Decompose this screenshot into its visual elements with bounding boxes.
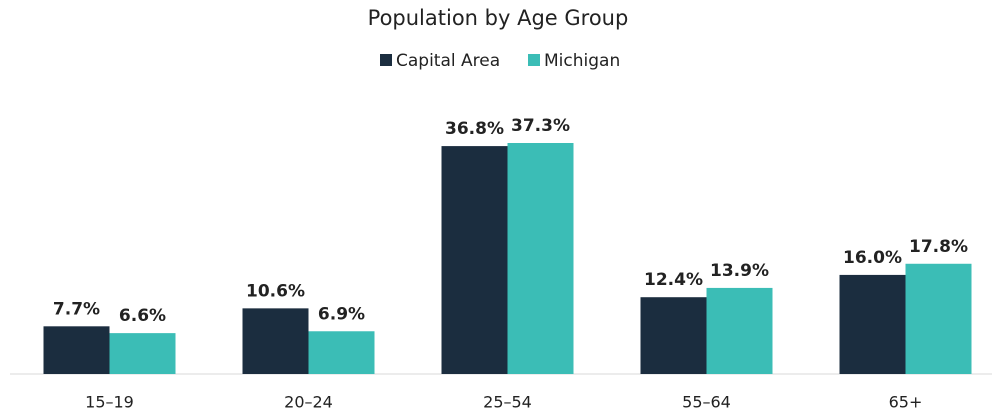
bar (507, 143, 574, 374)
x-tick-label: 15–19 (85, 393, 134, 412)
bar (706, 287, 773, 374)
bar (109, 333, 176, 374)
x-tick-label: 20–24 (284, 393, 333, 412)
bar (441, 146, 508, 374)
value-label: 6.9% (318, 304, 365, 324)
bar (242, 308, 309, 374)
bar (308, 331, 375, 374)
legend-label: Michigan (544, 51, 620, 71)
bar (839, 274, 906, 374)
value-label: 10.6% (246, 281, 305, 301)
legend-label: Capital Area (396, 51, 500, 71)
chart-title: Population by Age Group (368, 6, 629, 30)
x-tick-label: 55–64 (682, 393, 731, 412)
value-label: 37.3% (511, 116, 570, 136)
value-label: 17.8% (909, 237, 968, 257)
legend-swatch (380, 54, 392, 66)
value-label: 16.0% (843, 248, 902, 268)
bar (905, 263, 972, 374)
value-label: 6.6% (119, 306, 166, 326)
value-label: 7.7% (53, 299, 100, 319)
x-tick-label: 65+ (889, 393, 923, 412)
bar (640, 297, 707, 374)
value-label: 13.9% (710, 261, 769, 281)
bar (43, 326, 110, 374)
value-label: 36.8% (445, 119, 504, 139)
legend-swatch (528, 54, 540, 66)
x-tick-label: 25–54 (483, 393, 532, 412)
value-label: 12.4% (644, 270, 703, 290)
